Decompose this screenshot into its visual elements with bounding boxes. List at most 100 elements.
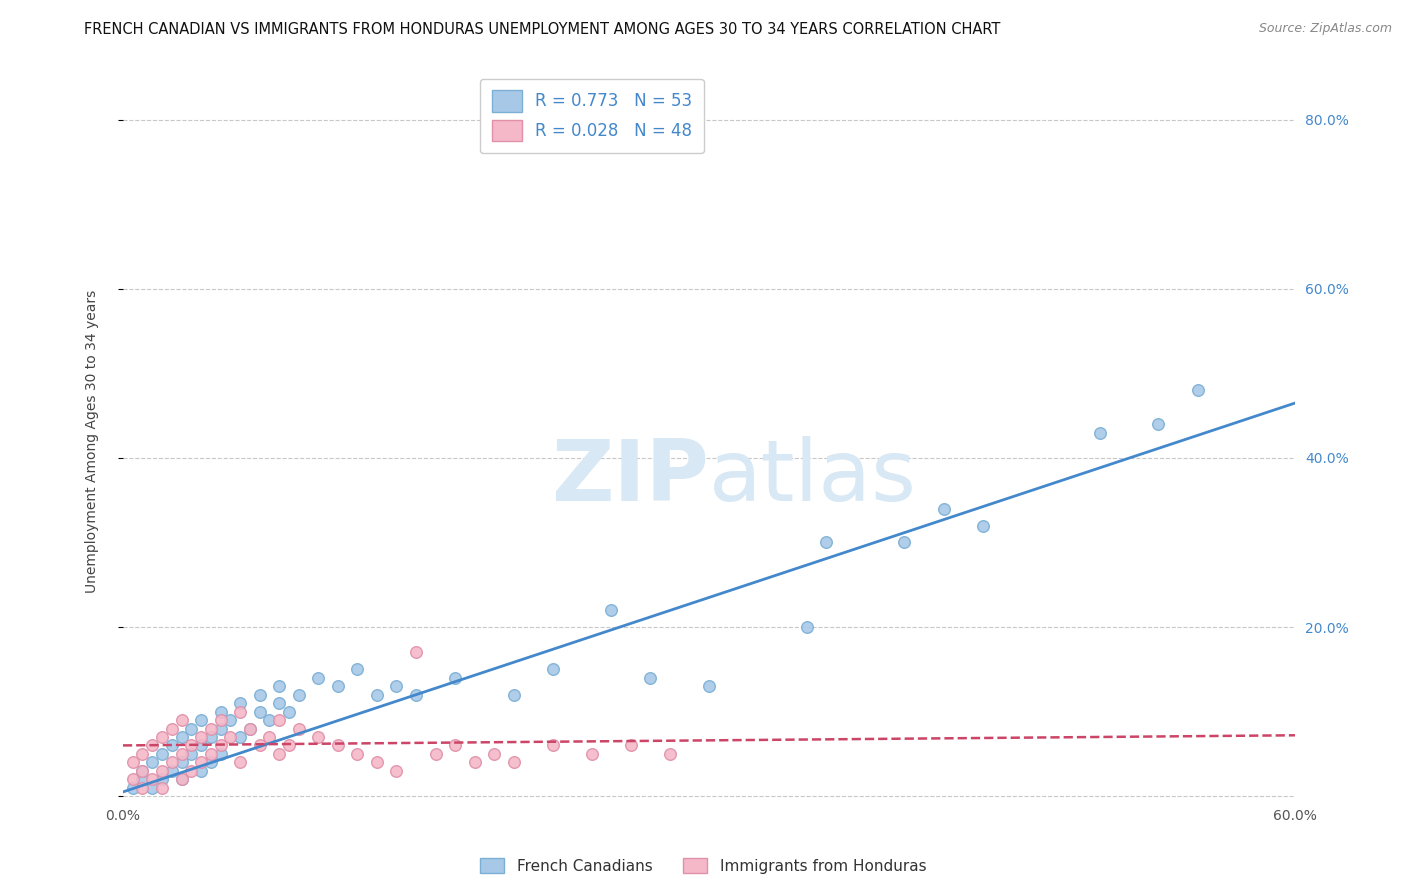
Text: atlas: atlas: [709, 436, 917, 519]
Point: [269, 713, 291, 727]
Point: [141, 756, 163, 770]
Point: [366, 688, 388, 702]
Point: [131, 780, 153, 795]
Point: [796, 620, 818, 634]
Text: Source: ZipAtlas.com: Source: ZipAtlas.com: [1258, 22, 1392, 36]
Point: [160, 764, 183, 778]
Point: [160, 739, 183, 753]
Point: [326, 739, 349, 753]
Point: [190, 713, 212, 727]
Text: FRENCH CANADIAN VS IMMIGRANTS FROM HONDURAS UNEMPLOYMENT AMONG AGES 30 TO 34 YEA: FRENCH CANADIAN VS IMMIGRANTS FROM HONDU…: [84, 22, 1001, 37]
Point: [229, 705, 252, 719]
Point: [385, 764, 408, 778]
Point: [141, 739, 163, 753]
Point: [326, 679, 349, 693]
Text: ZIP: ZIP: [551, 436, 709, 519]
Point: [239, 722, 262, 736]
Point: [209, 713, 232, 727]
Point: [640, 671, 662, 685]
Point: [287, 722, 309, 736]
Point: [229, 756, 252, 770]
Point: [180, 747, 202, 761]
Point: [160, 756, 183, 770]
Point: [121, 756, 143, 770]
Point: [190, 739, 212, 753]
Point: [131, 747, 153, 761]
Point: [229, 730, 252, 744]
Point: [620, 739, 643, 753]
Point: [200, 747, 222, 761]
Point: [259, 713, 281, 727]
Point: [219, 713, 242, 727]
Point: [200, 756, 222, 770]
Point: [1147, 417, 1170, 431]
Point: [405, 688, 427, 702]
Point: [502, 688, 524, 702]
Point: [229, 696, 252, 710]
Point: [131, 764, 153, 778]
Point: [150, 772, 173, 787]
Point: [893, 535, 915, 549]
Point: [180, 764, 202, 778]
Point: [209, 747, 232, 761]
Point: [121, 772, 143, 787]
Point: [180, 739, 202, 753]
Point: [307, 730, 329, 744]
Point: [697, 679, 720, 693]
Point: [541, 739, 564, 753]
Legend: French Canadians, Immigrants from Honduras: French Canadians, Immigrants from Hondur…: [474, 852, 932, 880]
Point: [405, 645, 427, 659]
Point: [278, 705, 301, 719]
Point: [482, 747, 505, 761]
Point: [278, 739, 301, 753]
Point: [170, 756, 193, 770]
Point: [170, 730, 193, 744]
Point: [541, 662, 564, 676]
Point: [600, 603, 623, 617]
Point: [209, 722, 232, 736]
Point: [249, 688, 271, 702]
Point: [150, 764, 173, 778]
Point: [307, 671, 329, 685]
Point: [170, 772, 193, 787]
Point: [1187, 384, 1209, 398]
Point: [502, 756, 524, 770]
Point: [170, 713, 193, 727]
Point: [209, 739, 232, 753]
Point: [346, 662, 368, 676]
Point: [444, 671, 467, 685]
Point: [190, 730, 212, 744]
Point: [1088, 425, 1111, 440]
Point: [366, 756, 388, 770]
Point: [444, 739, 467, 753]
Point: [200, 730, 222, 744]
Point: [932, 501, 955, 516]
Point: [385, 679, 408, 693]
Point: [425, 747, 447, 761]
Point: [259, 730, 281, 744]
Point: [972, 518, 994, 533]
Point: [141, 772, 163, 787]
Point: [346, 747, 368, 761]
Point: [249, 705, 271, 719]
Point: [464, 756, 486, 770]
Point: [150, 730, 173, 744]
Point: [170, 772, 193, 787]
Legend: R = 0.773   N = 53, R = 0.028   N = 48: R = 0.773 N = 53, R = 0.028 N = 48: [479, 78, 704, 153]
Point: [269, 679, 291, 693]
Point: [269, 747, 291, 761]
Point: [180, 722, 202, 736]
Point: [287, 688, 309, 702]
Point: [150, 780, 173, 795]
Point: [150, 747, 173, 761]
Point: [200, 722, 222, 736]
Point: [815, 535, 838, 549]
Point: [190, 756, 212, 770]
Point: [170, 747, 193, 761]
Point: [269, 696, 291, 710]
Point: [121, 780, 143, 795]
Point: [141, 780, 163, 795]
Point: [160, 722, 183, 736]
Y-axis label: Unemployment Among Ages 30 to 34 years: Unemployment Among Ages 30 to 34 years: [86, 289, 100, 592]
Point: [131, 764, 153, 778]
